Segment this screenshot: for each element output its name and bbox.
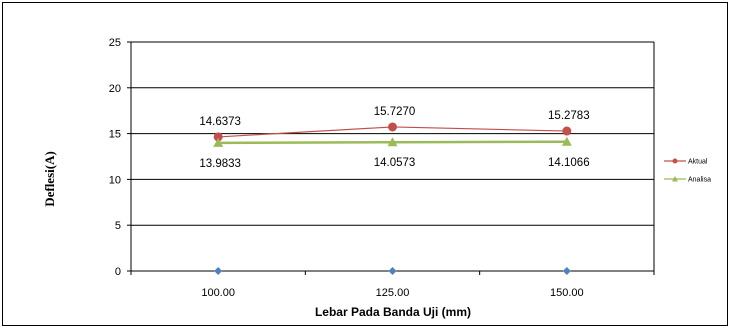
- x-tick-label: 125.00: [376, 287, 410, 299]
- data-point-0-1: [388, 122, 397, 132]
- data-point-2-1: [388, 267, 397, 275]
- chart-frame: [2, 2, 728, 326]
- data-labels: 14.6373 15.7270 15.2783 13.9833 14.0573 14.10…: [199, 106, 589, 170]
- y-tick-label: 0: [115, 266, 121, 278]
- data-point-0-2: [562, 126, 572, 136]
- data-label: 14.6373: [199, 116, 241, 128]
- series: [213, 122, 572, 275]
- x-axis-title: Lebar Pada Banda Uji (mm): [315, 305, 471, 319]
- data-label: 14.1066: [548, 157, 590, 169]
- data-point-2-0: [214, 267, 223, 275]
- data-point-1-2: [561, 136, 572, 146]
- data-point-2-2: [562, 267, 571, 275]
- data-label: 14.0573: [374, 157, 416, 169]
- y-tick-label: 20: [109, 83, 121, 95]
- y-axis-title: Deflesi(A): [42, 151, 57, 207]
- legend-label: Analisa: [688, 177, 711, 184]
- legend-marker: [672, 158, 678, 164]
- data-label: 15.7270: [374, 106, 416, 118]
- legend-label: Aktual: [688, 159, 708, 166]
- legend: Aktual Analisa: [664, 158, 711, 184]
- x-tick-label: 100.00: [201, 287, 235, 299]
- legend-marker: [672, 176, 678, 182]
- y-tick-label: 5: [115, 220, 121, 232]
- axes: 0 5 10 15 20 25 100.00 125.00 150.00: [109, 37, 655, 299]
- y-tick-label: 25: [109, 37, 121, 49]
- y-tick-label: 10: [109, 174, 121, 186]
- data-point-1-1: [387, 137, 398, 147]
- data-label: 13.9833: [199, 158, 241, 170]
- y-tick-label: 15: [109, 129, 121, 141]
- data-label: 15.2783: [548, 110, 590, 122]
- data-point-1-0: [213, 137, 224, 147]
- x-tick-label: 150.00: [550, 287, 584, 299]
